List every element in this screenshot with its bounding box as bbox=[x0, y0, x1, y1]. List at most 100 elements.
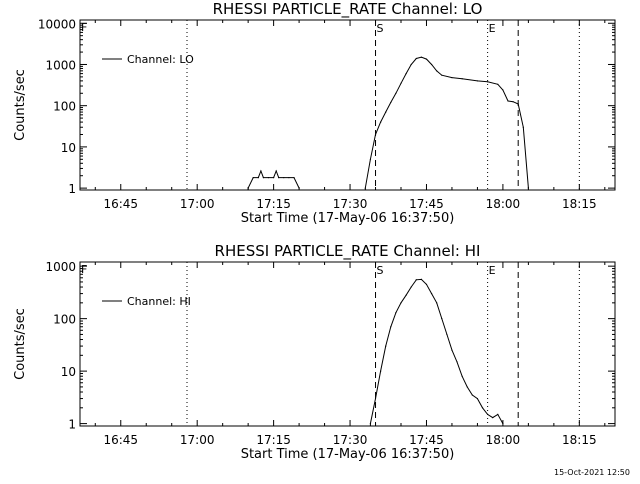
data-point bbox=[446, 333, 448, 336]
data-point bbox=[390, 326, 392, 328]
x-tick-label: 16:45 bbox=[103, 433, 138, 447]
data-point bbox=[380, 370, 382, 372]
event-marker-s: S bbox=[377, 22, 384, 35]
x-tick-label: 18:15 bbox=[562, 197, 597, 211]
y-tick-label: 10 bbox=[61, 141, 76, 155]
data-point bbox=[492, 417, 494, 419]
series-line bbox=[369, 278, 504, 426]
x-tick-label: 17:45 bbox=[409, 433, 444, 447]
chart-title: RHESSI PARTICLE_RATE Channel: HI bbox=[215, 242, 481, 261]
chart-panel-1: RHESSI PARTICLE_RATE Channel: LO 16:45 17:… bbox=[13, 0, 616, 226]
y-axis-label: Counts/sec bbox=[13, 308, 28, 380]
data-point bbox=[369, 158, 372, 160]
data-point bbox=[374, 397, 377, 400]
data-point bbox=[497, 413, 499, 415]
data-point bbox=[497, 83, 499, 85]
x-tick-label: 18:00 bbox=[486, 433, 521, 447]
data-point bbox=[461, 375, 463, 377]
y-axis-label: Counts/sec bbox=[13, 69, 28, 141]
data-point bbox=[522, 126, 524, 128]
data-point bbox=[260, 170, 262, 172]
event-marker-e: E bbox=[489, 22, 496, 35]
legend-label: Channel: LO bbox=[127, 53, 194, 66]
data-point bbox=[380, 121, 382, 123]
series-Channel: LO bbox=[247, 56, 529, 190]
data-point bbox=[507, 100, 509, 102]
x-tick-label: 17:15 bbox=[256, 433, 291, 447]
plot-frame bbox=[79, 19, 616, 191]
data-point bbox=[517, 103, 519, 105]
data-point bbox=[369, 422, 372, 425]
data-point bbox=[502, 422, 504, 425]
plot-frame bbox=[79, 261, 616, 427]
event-marker-s: S bbox=[377, 264, 384, 277]
data-point bbox=[247, 187, 249, 189]
data-point bbox=[487, 413, 489, 415]
data-point bbox=[430, 292, 433, 295]
data-point bbox=[298, 187, 300, 189]
data-point bbox=[512, 101, 514, 103]
series-line bbox=[247, 56, 529, 190]
data-point bbox=[481, 407, 484, 409]
y-tick-label: 1 bbox=[68, 182, 76, 196]
x-tick-label: 17:00 bbox=[180, 197, 215, 211]
data-point bbox=[385, 111, 387, 113]
data-point bbox=[436, 302, 438, 304]
data-point bbox=[275, 170, 277, 172]
data-point bbox=[451, 349, 453, 351]
data-point bbox=[257, 176, 259, 179]
data-point bbox=[502, 89, 504, 91]
data-point bbox=[415, 279, 417, 281]
data-point bbox=[420, 56, 422, 58]
y-tick-label: 10 bbox=[61, 365, 76, 379]
data-point bbox=[471, 394, 473, 396]
data-point bbox=[527, 187, 529, 189]
data-point bbox=[415, 57, 417, 60]
data-point bbox=[364, 187, 366, 189]
y-tick-label: 100 bbox=[53, 313, 76, 327]
data-point bbox=[374, 133, 377, 136]
y-tick-label: 1000 bbox=[45, 58, 76, 72]
data-point bbox=[441, 74, 443, 76]
x-tick-label: 17:45 bbox=[409, 197, 444, 211]
y-tick-label: 10000 bbox=[38, 17, 76, 31]
data-point bbox=[395, 312, 397, 314]
event-marker-e: E bbox=[489, 264, 496, 277]
x-tick-label: 17:30 bbox=[333, 197, 368, 211]
data-point bbox=[395, 92, 397, 94]
x-tick-label: 17:30 bbox=[333, 433, 368, 447]
data-point bbox=[293, 176, 295, 179]
x-tick-label: 16:45 bbox=[103, 197, 138, 211]
corner-marker: F bbox=[81, 263, 87, 276]
data-point bbox=[278, 176, 280, 179]
chart-title: RHESSI PARTICLE_RATE Channel: LO bbox=[213, 0, 483, 19]
data-point bbox=[400, 302, 402, 304]
data-point bbox=[430, 63, 433, 66]
footer-timestamp: 15-Oct-2021 12:50 bbox=[554, 468, 630, 477]
data-point bbox=[461, 78, 463, 80]
data-point bbox=[487, 81, 489, 83]
data-point bbox=[476, 397, 479, 400]
x-tick-label: 17:00 bbox=[180, 433, 215, 447]
data-point bbox=[385, 345, 387, 347]
x-tick-label: 18:15 bbox=[562, 433, 597, 447]
data-point bbox=[405, 294, 407, 296]
y-tick-label: 100 bbox=[53, 100, 76, 114]
data-point bbox=[405, 73, 407, 75]
corner-marker: F bbox=[81, 21, 87, 34]
chart-panel-2: RHESSI PARTICLE_RATE Channel: HI 16:45 17:… bbox=[13, 242, 616, 462]
x-tick-label: 18:00 bbox=[486, 197, 521, 211]
data-point bbox=[410, 286, 412, 288]
data-point bbox=[262, 176, 265, 179]
data-point bbox=[273, 176, 275, 179]
x-axis-label: Start Time (17-May-06 16:37:50) bbox=[241, 211, 455, 226]
data-point bbox=[425, 283, 428, 285]
data-point bbox=[288, 176, 290, 179]
y-tick-label: 1 bbox=[68, 418, 76, 432]
data-point bbox=[441, 318, 443, 320]
data-point bbox=[390, 101, 392, 104]
series-Channel: HI bbox=[369, 278, 504, 426]
data-point bbox=[252, 176, 254, 179]
